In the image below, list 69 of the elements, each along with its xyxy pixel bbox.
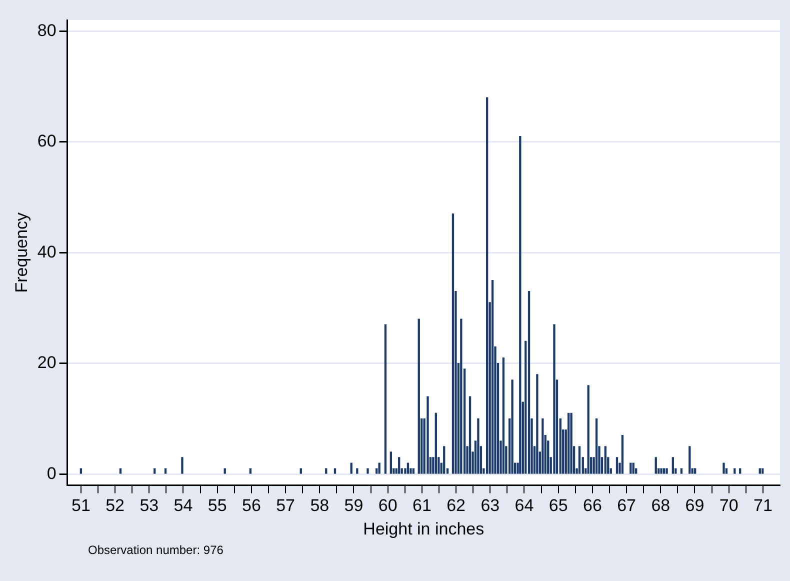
y-tick-label: 60 [37, 132, 56, 151]
bar [666, 468, 668, 474]
x-tick-label: 61 [412, 496, 432, 516]
bar [595, 418, 598, 474]
bar [630, 462, 632, 474]
x-axis-title: Height in inches [363, 519, 484, 538]
bar [350, 462, 352, 474]
bar [468, 396, 472, 474]
y-tick-label: 40 [37, 242, 56, 262]
x-tick-label: 54 [174, 496, 193, 516]
bar [536, 374, 538, 474]
bar [477, 418, 480, 474]
bar [460, 318, 462, 474]
bar [398, 457, 400, 474]
bar [406, 462, 410, 474]
x-tick-label: 62 [446, 496, 466, 516]
y-tick-label: 0 [46, 464, 56, 483]
bar [542, 418, 544, 474]
bar [452, 214, 454, 474]
x-tick-label: 53 [140, 496, 159, 516]
bar [491, 280, 494, 474]
x-tick-label: 67 [617, 496, 636, 516]
x-tick-label: 52 [106, 496, 125, 516]
bar [672, 457, 674, 474]
bar [604, 446, 606, 474]
x-tick-label: 69 [685, 496, 704, 516]
text: Observation number: 976 [88, 543, 224, 557]
bar [390, 452, 392, 474]
x-tick-label: 64 [514, 496, 534, 516]
y-tick-label: 20 [37, 353, 56, 372]
bar [426, 396, 429, 474]
x-tick-label: 63 [480, 496, 500, 516]
bar [553, 324, 556, 474]
bar [434, 412, 438, 474]
bar [502, 357, 505, 474]
x-tick-label: 65 [548, 496, 568, 516]
bar [688, 446, 691, 474]
x-tick-label: 68 [651, 496, 670, 516]
bar [486, 97, 488, 474]
x-tick-label: 56 [242, 496, 261, 516]
bar [616, 457, 618, 474]
bar [568, 412, 570, 474]
y-tick-label: 80 [37, 20, 56, 40]
bar [418, 318, 420, 474]
bar [570, 412, 572, 474]
x-tick-label: 58 [310, 496, 330, 516]
bar [384, 324, 387, 474]
x-tick-label: 51 [71, 496, 90, 516]
bar [443, 446, 446, 474]
x-tick-label: 55 [208, 496, 227, 516]
bar [366, 468, 369, 474]
bar [654, 457, 657, 474]
bar [528, 291, 530, 474]
bar [722, 462, 725, 474]
x-tick-label: 57 [276, 496, 296, 516]
x-tick-label: 70 [719, 496, 738, 516]
bar [587, 385, 590, 474]
bar [378, 462, 380, 474]
bar [511, 380, 514, 474]
x-tick-label: 66 [582, 496, 602, 516]
x-tick-label: 71 [753, 496, 772, 516]
bar [578, 446, 581, 474]
bar [181, 457, 184, 474]
y-axis-title: Frequency [12, 212, 31, 293]
x-tick-label: 59 [344, 496, 364, 516]
bar [632, 462, 634, 474]
bar [519, 136, 522, 474]
x-tick-label: 60 [378, 496, 398, 516]
bar [621, 435, 624, 474]
